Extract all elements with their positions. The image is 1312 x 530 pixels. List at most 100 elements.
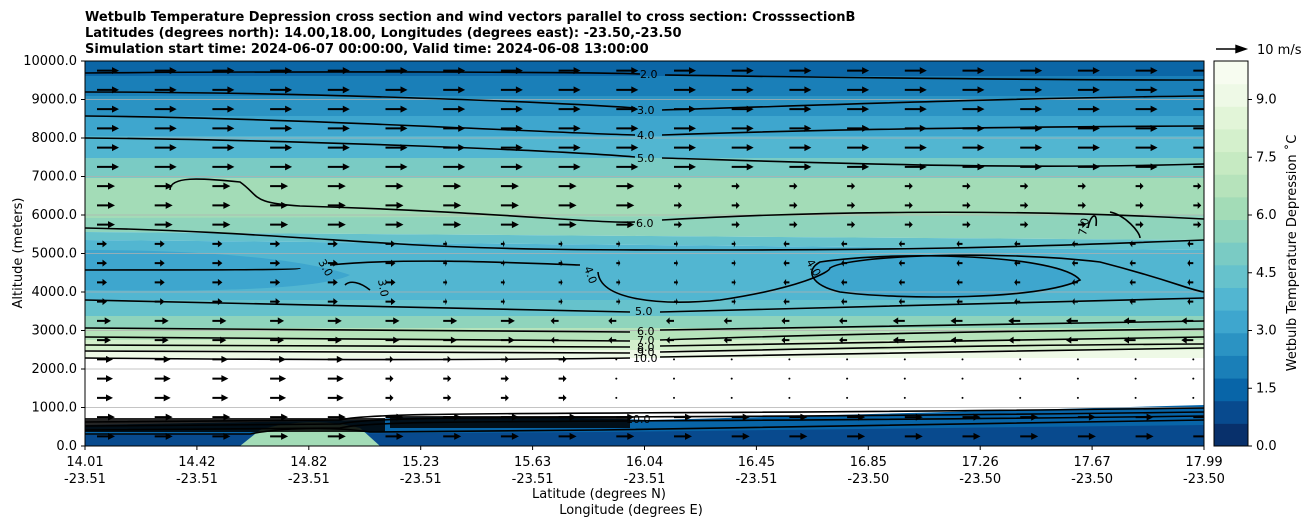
wind-vector [789, 67, 812, 75]
contour-label: 6.0 [637, 325, 655, 338]
wind-vector [847, 86, 870, 94]
wind-vector [500, 413, 519, 421]
contour-label: 4.0 [637, 129, 655, 142]
wind-vector [270, 394, 287, 402]
wind-vector [847, 124, 870, 132]
wind-vector [616, 298, 621, 306]
wind-vector [904, 221, 913, 229]
wind-vector [154, 182, 173, 190]
wind-vector [723, 336, 732, 344]
quiver-key-arrow [1216, 44, 1249, 54]
x-tick-label-lon: -23.50 [959, 472, 1001, 487]
wind-vector [154, 336, 169, 344]
x-tick-label-lon: -23.50 [847, 472, 889, 487]
wind-vector [789, 86, 812, 94]
wind-vector [385, 124, 408, 132]
wind-vector [270, 375, 287, 383]
colorbar-segment [1214, 83, 1248, 107]
wind-vector [1135, 86, 1158, 94]
contour-label: 7.0 [1076, 217, 1092, 236]
contour-label: 7.0 [637, 334, 655, 347]
title-line-3: Simulation start time: 2024-06-07 00:00:… [85, 42, 649, 57]
wind-vector [97, 317, 111, 325]
wind-vector [154, 201, 173, 209]
wind-vector [270, 240, 281, 248]
wind-vector [1192, 396, 1195, 399]
wind-vector [1129, 240, 1136, 248]
quiver-key-label: 10 m/s [1257, 43, 1302, 58]
colorbar-segment [1214, 174, 1248, 198]
y-axis: 0.0 1000.0 2000.0 3000.0 4000.0 5000.0 6000.0 7… [23, 54, 85, 454]
wind-vector [270, 67, 293, 75]
wind-vector [674, 182, 682, 190]
wind-vector [789, 144, 812, 152]
wind-vector [558, 375, 567, 383]
wind-vector [1065, 317, 1078, 325]
wind-vector [731, 105, 754, 113]
wind-vector [674, 67, 696, 75]
wind-vector [558, 144, 581, 152]
wind-vector [731, 432, 750, 440]
wind-vector [673, 396, 675, 399]
wind-vector [847, 67, 870, 75]
wind-vector [1129, 298, 1136, 306]
wind-vector [212, 240, 223, 248]
wind-vector [1077, 201, 1086, 209]
colorbar [1214, 61, 1248, 447]
wind-vector [962, 201, 971, 209]
wind-vector [385, 144, 408, 152]
wind-vector [1077, 86, 1100, 94]
contour-line [85, 91, 1204, 111]
wind-vector [97, 375, 113, 383]
wind-vector [327, 278, 338, 286]
wind-vector [500, 355, 509, 363]
wind-vector [327, 144, 350, 152]
wind-vector [962, 432, 981, 440]
wind-vector [847, 144, 870, 152]
wind-vector [500, 182, 519, 190]
wind-vector [385, 432, 404, 440]
contour-label: 9.0 [637, 346, 655, 359]
wind-vector [1193, 146, 1204, 149]
wind-vector [789, 201, 798, 209]
wind-vector [385, 375, 394, 383]
wind-vector [615, 377, 618, 380]
wind-vector [97, 278, 107, 286]
wind-vector [616, 201, 635, 209]
wind-vector [500, 124, 523, 132]
wind-vector [327, 163, 350, 171]
wind-vector [788, 358, 791, 361]
wind-vector [1135, 201, 1144, 209]
wind-vector [154, 355, 171, 363]
wind-vector [904, 124, 927, 132]
colorbar-segment [1214, 242, 1248, 266]
wind-vector [1076, 377, 1079, 380]
wind-vector [558, 413, 577, 421]
wind-vector [327, 240, 338, 248]
wind-vector [154, 240, 165, 248]
wind-vector [385, 298, 396, 306]
wind-vector [731, 124, 754, 132]
wind-vector [443, 278, 448, 286]
wind-vector [1020, 86, 1043, 94]
wind-vector [327, 317, 342, 325]
wind-vector [904, 67, 927, 75]
wind-vector [270, 124, 293, 132]
wind-vector [385, 278, 396, 286]
colorbar-segment [1214, 287, 1248, 311]
y-tick-label: 1000.0 [32, 401, 78, 416]
wind-vector [558, 221, 577, 229]
wind-vector [846, 377, 849, 380]
wind-vector [1019, 396, 1022, 399]
wind-vector [443, 394, 452, 402]
wind-vector [1123, 336, 1136, 344]
wind-vector [97, 221, 115, 229]
wind-vector [616, 413, 635, 421]
wind-vector [1192, 358, 1195, 361]
wind-vector [616, 163, 639, 171]
wind-vector [898, 240, 905, 248]
contour-line [1087, 211, 1141, 239]
y-axis-label: Altitude (meters) [11, 198, 26, 309]
wind-vector [385, 105, 408, 113]
